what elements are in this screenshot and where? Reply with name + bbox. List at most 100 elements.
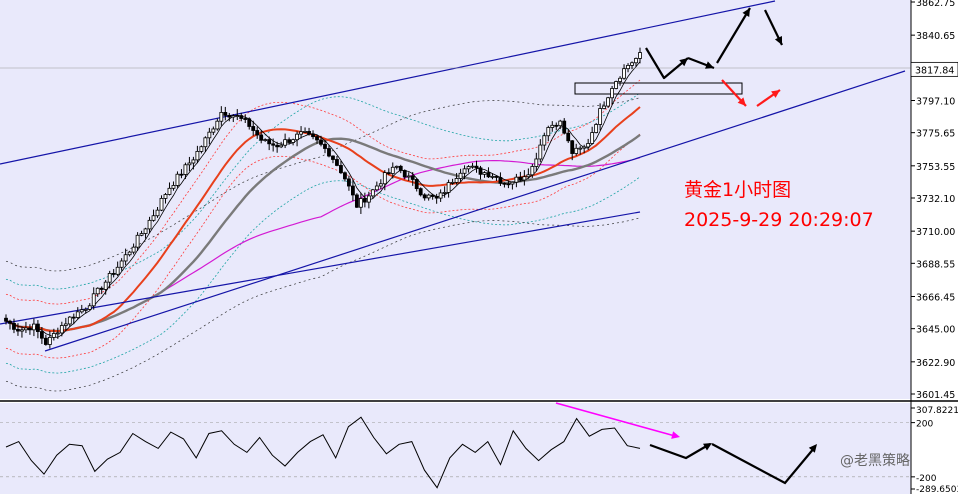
candle-body [638,52,642,59]
forecast-arrowhead [737,97,746,106]
candle-body [235,115,240,117]
candle-body [99,287,104,290]
oscillator-forecast-2 [711,443,816,485]
candle-body [28,327,32,331]
candle-body [87,305,92,310]
candle-body [71,316,76,319]
oscillator-tick-label: -200 [916,474,937,484]
candle-body [43,337,48,345]
candle-body [331,155,335,160]
candle-body [522,176,527,181]
candle-body [402,170,407,178]
candle-body [247,118,252,127]
oscillator-panel-background [0,403,911,494]
candle-body [251,126,256,131]
candle-body [430,194,435,197]
candle-body [151,215,156,221]
main-panel-background [0,0,911,399]
candle-body [630,62,634,66]
candle-body [506,183,511,186]
candle-body [486,172,491,178]
current-price-tag [910,61,958,77]
candle-body [299,131,303,135]
ma-slow-line [5,133,641,333]
candle-body [279,144,284,148]
candle-body [410,175,415,180]
candle-body [12,322,16,330]
candle-body [75,311,80,318]
divergence-arrowhead [671,431,680,439]
price-axis: 3862.753840.653819.203797.103775.653753.… [910,0,958,495]
divergence-line [555,402,676,437]
candle-body [79,309,84,313]
candle-body [259,134,264,141]
candle-body [307,131,311,135]
candle-body [183,164,188,175]
candle-body [275,144,280,148]
candle-body [271,143,276,146]
candle-body [414,179,419,190]
candle-body [610,88,614,99]
candle-body [339,165,343,174]
candle-body [147,219,152,230]
resistance-box [574,82,743,95]
candle-body [67,316,72,325]
candle-body [135,234,140,248]
candle-body [354,194,359,208]
candle-body [578,147,583,150]
candle-body [283,139,288,146]
indicator-overlays [5,61,641,392]
candle-body [303,131,307,133]
candle-body [426,194,431,199]
candle-body [622,68,626,79]
price-tick-label: 3645.00 [916,325,955,336]
candle-body [115,266,120,275]
candle-body [542,135,547,146]
candle-body [582,146,587,149]
price-tick-label: 3862.75 [916,0,955,9]
candle-body [83,308,88,311]
candle-body [514,176,519,183]
candle-body [103,281,108,290]
lower-band-gray [5,217,641,392]
candle-body [634,58,638,64]
candle-body [406,175,411,178]
forecast-arrowhead [742,8,750,17]
candle-body [123,254,128,262]
candle-body [494,175,499,178]
forecast-arrows [645,7,817,453]
candle-body [243,118,248,120]
candle-body [295,133,299,141]
candle-body [534,158,539,167]
candle-body [16,328,20,332]
annotation-timestamp: 2025-9-29 20:29:07 [684,209,874,231]
candle-body [199,146,204,152]
support-line [0,211,641,325]
price-tick-label: 3797.10 [916,96,955,107]
candle-body [167,187,172,195]
candle-body [95,287,100,295]
candle-body [490,175,495,178]
candle-body [358,198,363,208]
candle-body [422,194,427,199]
candle-body [474,165,479,169]
candle-body [378,183,383,187]
candle-body [526,174,531,178]
candle-body [155,209,160,217]
oscillator-tick-label: -289.6503 [916,485,958,494]
candle-body [239,115,244,119]
candle-body [442,191,447,194]
candle-body [394,165,399,168]
candle-body [319,139,323,145]
candle-body [374,185,379,191]
candle-body [614,81,618,89]
candle-body [502,182,507,185]
candle-body [195,151,200,161]
price-tick-label: 3710.00 [916,227,955,238]
candle-body [462,168,467,174]
candle-body [223,112,228,116]
channel-upper-line [0,0,776,165]
candle-body [159,198,164,211]
annotation-title: 黄金1小时图 [684,179,791,201]
candle-body [207,131,212,139]
